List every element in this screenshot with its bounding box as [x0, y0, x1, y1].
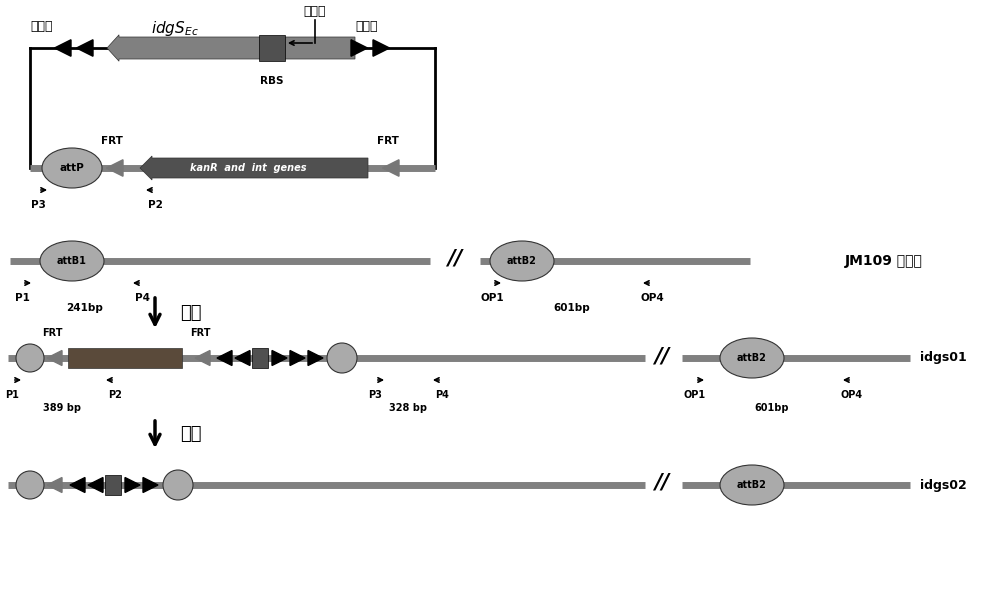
Text: OP4: OP4 [841, 390, 863, 400]
Text: P4: P4 [435, 390, 449, 400]
Text: $idgS_{Ec}$: $idgS_{Ec}$ [151, 19, 199, 38]
Ellipse shape [163, 470, 193, 500]
Polygon shape [143, 478, 158, 493]
Ellipse shape [490, 241, 554, 281]
Text: P3: P3 [368, 390, 382, 400]
Text: P1: P1 [15, 293, 29, 303]
Ellipse shape [42, 148, 102, 188]
Polygon shape [351, 40, 368, 56]
Text: 601bp: 601bp [554, 303, 590, 313]
Ellipse shape [16, 344, 44, 372]
Polygon shape [76, 40, 93, 56]
Text: 消除: 消除 [180, 426, 202, 443]
Polygon shape [308, 350, 323, 365]
Polygon shape [125, 478, 140, 493]
Polygon shape [47, 478, 62, 493]
Text: attB2: attB2 [737, 353, 767, 363]
Text: 启动子: 启动子 [304, 5, 326, 18]
Text: P2: P2 [108, 390, 122, 400]
Polygon shape [272, 350, 287, 365]
Text: FRT: FRT [101, 136, 123, 146]
Text: 389 bp: 389 bp [43, 403, 81, 413]
Text: OP1: OP1 [480, 293, 504, 303]
Polygon shape [54, 40, 71, 56]
Polygon shape [373, 40, 390, 56]
Text: P4: P4 [134, 293, 150, 303]
Text: OP4: OP4 [640, 293, 664, 303]
Text: FRT: FRT [42, 328, 62, 338]
Polygon shape [88, 478, 103, 493]
Text: P2: P2 [148, 200, 162, 210]
Text: RBS: RBS [260, 76, 284, 86]
Polygon shape [290, 350, 305, 365]
Text: 328 bp: 328 bp [389, 403, 427, 413]
FancyBboxPatch shape [252, 348, 268, 368]
Text: idgs01: idgs01 [920, 352, 967, 364]
Text: //: // [654, 346, 670, 366]
Text: FRT: FRT [190, 328, 210, 338]
Text: attB2: attB2 [507, 256, 537, 266]
Text: 终止子: 终止子 [355, 20, 378, 33]
Text: 整合: 整合 [180, 304, 202, 322]
Text: FRT: FRT [377, 136, 399, 146]
Text: attB1: attB1 [57, 256, 87, 266]
Text: idgs02: idgs02 [920, 479, 967, 491]
Ellipse shape [327, 343, 357, 373]
Text: JM109 基因组: JM109 基因组 [845, 254, 923, 268]
FancyArrow shape [107, 35, 355, 61]
Text: 终止子: 终止子 [30, 20, 52, 33]
Text: 241bp: 241bp [67, 303, 103, 313]
Text: P1: P1 [5, 390, 19, 400]
FancyBboxPatch shape [105, 475, 121, 495]
Polygon shape [235, 350, 250, 365]
Text: //: // [447, 249, 463, 269]
FancyBboxPatch shape [259, 35, 285, 61]
Ellipse shape [720, 338, 784, 378]
Polygon shape [70, 478, 85, 493]
Ellipse shape [40, 241, 104, 281]
Text: attP: attP [60, 163, 84, 173]
Ellipse shape [720, 465, 784, 505]
FancyArrow shape [140, 156, 368, 180]
Text: kanR  and  int  genes: kanR and int genes [190, 163, 306, 173]
Polygon shape [217, 350, 232, 365]
Polygon shape [195, 350, 210, 365]
Polygon shape [47, 350, 62, 365]
Text: //: // [654, 473, 670, 493]
FancyBboxPatch shape [68, 348, 182, 368]
Text: 601bp: 601bp [755, 403, 789, 413]
Polygon shape [107, 160, 123, 176]
Text: P3: P3 [31, 200, 45, 210]
Text: attB2: attB2 [737, 480, 767, 490]
Ellipse shape [16, 471, 44, 499]
Text: OP1: OP1 [684, 390, 706, 400]
Polygon shape [382, 160, 399, 176]
